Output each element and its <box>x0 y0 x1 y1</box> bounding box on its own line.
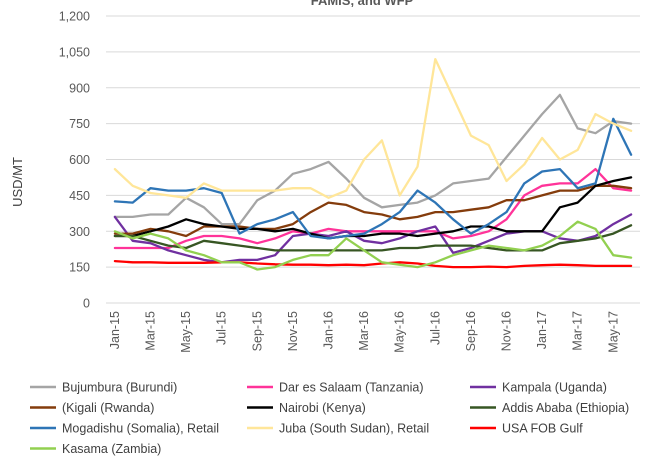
x-tick-label: May-15 <box>179 311 193 353</box>
x-tick-label: Nov-16 <box>500 311 514 351</box>
x-tick-labels: Jan-15 Mar-15 May-15 Jul-15 Sep-15 Nov-15 Jan-… <box>108 311 620 353</box>
x-tick-label: Jan-16 <box>322 311 336 349</box>
x-tick-label: Mar-17 <box>571 311 585 351</box>
x-tick-label: Sep-16 <box>464 311 478 351</box>
series-line-2 <box>113 213 633 264</box>
x-tick-label: Mar-16 <box>357 311 371 351</box>
series-line-1 <box>113 167 633 250</box>
y-tick-label: 750 <box>69 117 90 131</box>
y-tick-label: 1,050 <box>59 45 90 59</box>
legend-label: USA FOB Gulf <box>502 422 583 436</box>
series-line-7 <box>113 57 633 199</box>
series-line-3 <box>113 184 633 238</box>
series-line-6 <box>113 117 633 240</box>
y-axis-label: USD/MT <box>10 157 25 207</box>
y-tick-label: 1,200 <box>59 10 90 24</box>
series-line-5 <box>113 224 633 252</box>
x-tick-label: Nov-15 <box>286 311 300 351</box>
y-tick-label: 0 <box>83 297 90 311</box>
x-tick-label: Mar-15 <box>144 311 158 351</box>
legend-label: Juba (South Sudan), Retail <box>279 422 429 436</box>
x-tick-label: Jul-15 <box>215 311 229 345</box>
x-tick-label: Sep-15 <box>250 311 264 351</box>
legend-label: Mogadishu (Somalia), Retail <box>62 422 219 436</box>
series-line-4 <box>113 176 633 240</box>
y-tick-label: 300 <box>69 225 90 239</box>
x-tick-label: May-16 <box>393 311 407 353</box>
x-tick-label: May-17 <box>606 311 620 353</box>
legend: Bujumbura (Burundi) Dar es Salaam (Tanzan… <box>30 381 629 456</box>
y-tick-labels: 0 150 300 450 600 750 900 1,050 1,200 <box>59 10 90 311</box>
y-tick-label: 900 <box>69 81 90 95</box>
series-line-8 <box>113 259 633 269</box>
legend-label: Kampala (Uganda) <box>502 381 607 395</box>
series-line-9 <box>113 220 633 271</box>
y-tick-label: 600 <box>69 153 90 167</box>
legend-label: Kasama (Zambia) <box>62 442 161 456</box>
legend-label: (Kigali (Rwanda) <box>62 401 154 415</box>
legend-label: Addis Ababa (Ethiopia) <box>502 401 629 415</box>
x-tick-label: Jul-16 <box>428 311 442 345</box>
legend-label: Nairobi (Kenya) <box>279 401 366 415</box>
y-tick-label: 450 <box>69 189 90 203</box>
series-line-0 <box>113 93 633 226</box>
legend-label: Bujumbura (Burundi) <box>62 381 177 395</box>
x-tick-label: Jan-17 <box>535 311 549 349</box>
legend-label: Dar es Salaam (Tanzania) <box>279 381 424 395</box>
x-tick-label: Jan-15 <box>108 311 122 349</box>
chart-title: FAMIS, and WFP <box>311 0 414 8</box>
y-tick-label: 150 <box>69 261 90 275</box>
series-lines <box>113 57 633 271</box>
